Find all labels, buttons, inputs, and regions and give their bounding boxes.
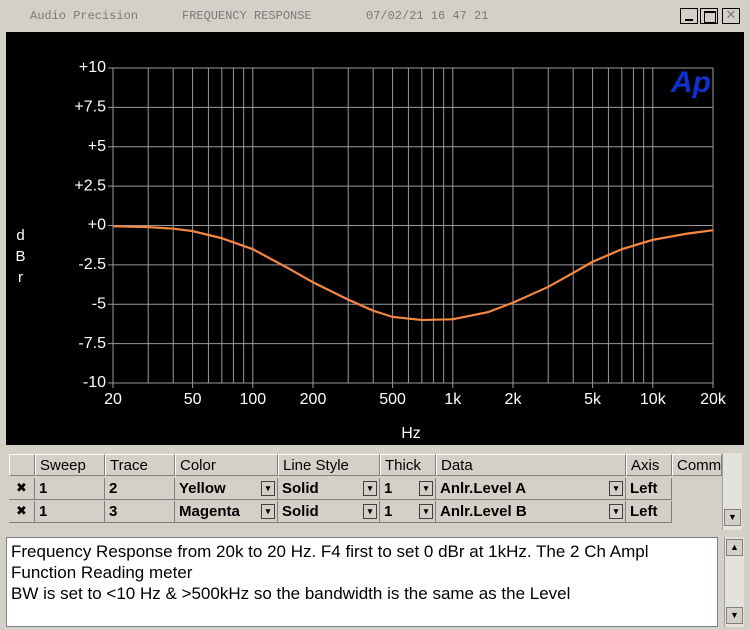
cell-text: 1 — [39, 480, 48, 497]
column-header[interactable]: Trace — [105, 454, 175, 476]
dropdown-button[interactable]: ▾ — [363, 504, 377, 519]
cell-text: Solid — [282, 480, 319, 497]
column-header[interactable]: Line Style — [278, 454, 380, 476]
table-cell[interactable]: Solid ▾ — [278, 478, 380, 500]
column-header[interactable]: Data — [436, 454, 626, 476]
table-cell[interactable]: Anlr.Level A ▾ — [436, 478, 626, 500]
y-tick-label: +0 — [88, 217, 106, 234]
table-cell[interactable]: 1 ▾ — [380, 478, 436, 500]
y-tick-label: -7.5 — [78, 335, 106, 352]
scroll-up[interactable]: ▲ — [726, 539, 743, 556]
cell-text: 1 — [384, 503, 393, 520]
table-cell[interactable]: Anlr.Level B ▾ — [436, 501, 626, 523]
dropdown-button[interactable]: ▾ — [419, 504, 433, 519]
close-button[interactable]: ✕ — [722, 8, 740, 24]
table-cell[interactable]: 1 ▾ — [380, 501, 436, 523]
trace — [112, 225, 714, 322]
chart: Ap Hz dBr 20 50 100 200 500 1k 2k 5k 10k 20k +10 +7… — [6, 32, 744, 445]
cell-text: 1 — [384, 480, 393, 497]
cell-text: Anlr.Level B — [440, 503, 527, 520]
x-tick-label: 100 — [239, 391, 266, 408]
dropdown-button[interactable]: ▾ — [261, 504, 275, 519]
dropdown-button[interactable]: ▾ — [609, 481, 623, 496]
y-tick-label: -10 — [83, 374, 106, 391]
cell-text: 2 — [109, 480, 118, 497]
scroll-down[interactable]: ▼ — [726, 607, 743, 624]
notes-panel: Frequency Response from 20k to 20 Hz. F4… — [6, 537, 718, 627]
table-cell: Left — [626, 478, 672, 500]
y-axis-label: dBr — [12, 227, 29, 290]
row-checkbox[interactable]: ✖ — [9, 501, 35, 523]
cell-text: Left — [630, 480, 658, 497]
y-tick-label: +7.5 — [74, 99, 106, 116]
cell-text: Left — [630, 503, 658, 520]
y-tick-label: -2.5 — [78, 256, 106, 273]
x-tick-label: 2k — [505, 391, 523, 408]
dropdown-button[interactable]: ▾ — [419, 481, 433, 496]
plot-background — [6, 32, 744, 445]
y-tick-label: +2.5 — [74, 177, 106, 194]
table-cell[interactable]: Solid ▾ — [278, 501, 380, 523]
note-line: Frequency Response from 20k to 20 Hz. F4… — [11, 542, 649, 582]
table-cell: Left — [626, 501, 672, 523]
cell-text: Yellow — [179, 480, 226, 497]
app-name: Audio Precision — [30, 9, 139, 23]
x-tick-label: 50 — [184, 391, 202, 408]
y-tick-label: +5 — [88, 138, 106, 155]
column-header[interactable]: Sweep — [35, 454, 105, 476]
x-tick-label: 200 — [300, 391, 327, 408]
y-tick-label: -5 — [92, 295, 106, 312]
minimize-button[interactable] — [680, 8, 698, 24]
column-header[interactable]: Axis — [626, 454, 672, 476]
column-header[interactable]: Color — [175, 454, 278, 476]
x-axis-label: Hz — [401, 425, 421, 442]
table-cell[interactable]: Magenta ▾ — [175, 501, 278, 523]
x-tick-label: 10k — [640, 391, 667, 408]
dropdown-button[interactable]: ▾ — [609, 504, 623, 519]
logo: Ap — [670, 66, 711, 99]
table-cell: 2 — [105, 478, 175, 500]
table-scrollbar[interactable]: ▼ — [722, 453, 742, 530]
row-checkbox[interactable]: ✖ — [9, 478, 35, 500]
x-tick-label: 20 — [104, 391, 122, 408]
table-cell[interactable]: Yellow ▾ — [175, 478, 278, 500]
cell-text: 1 — [39, 503, 48, 520]
cell-text: Solid — [282, 503, 319, 520]
table-cell: 3 — [105, 501, 175, 523]
timestamp: 07/02/21 16 47 21 — [366, 9, 489, 23]
cell-text: Anlr.Level A — [440, 480, 527, 497]
header-corner — [9, 454, 35, 476]
dropdown-button[interactable]: ▾ — [261, 481, 275, 496]
cell-text: 3 — [109, 503, 118, 520]
table-cell: 1 — [35, 501, 105, 523]
window-title: FREQUENCY RESPONSE — [182, 9, 312, 23]
x-tick-label: 20k — [700, 391, 727, 408]
title-bar: Audio Precision FREQUENCY RESPONSE 07/02… — [0, 0, 750, 30]
y-tick-label: +10 — [79, 59, 106, 76]
dropdown-button[interactable]: ▾ — [363, 481, 377, 496]
note-line: BW is set to <10 Hz & >500kHz so the ban… — [11, 584, 571, 603]
column-header[interactable]: Thick — [380, 454, 436, 476]
maximize-button[interactable] — [700, 8, 718, 24]
x-tick-label: 5k — [584, 391, 602, 408]
cell-text: Magenta — [179, 503, 240, 520]
x-tick-label: 1k — [444, 391, 462, 408]
notes-scrollbar[interactable]: ▲ ▼ — [724, 537, 744, 627]
trace-table: Sweep Trace Color Line Style Thick Data Axis Co… — [6, 450, 744, 530]
table-cell: 1 — [35, 478, 105, 500]
x-tick-label: 500 — [379, 391, 406, 408]
scroll-down[interactable]: ▼ — [724, 509, 741, 526]
column-header[interactable]: Comm — [672, 454, 722, 476]
